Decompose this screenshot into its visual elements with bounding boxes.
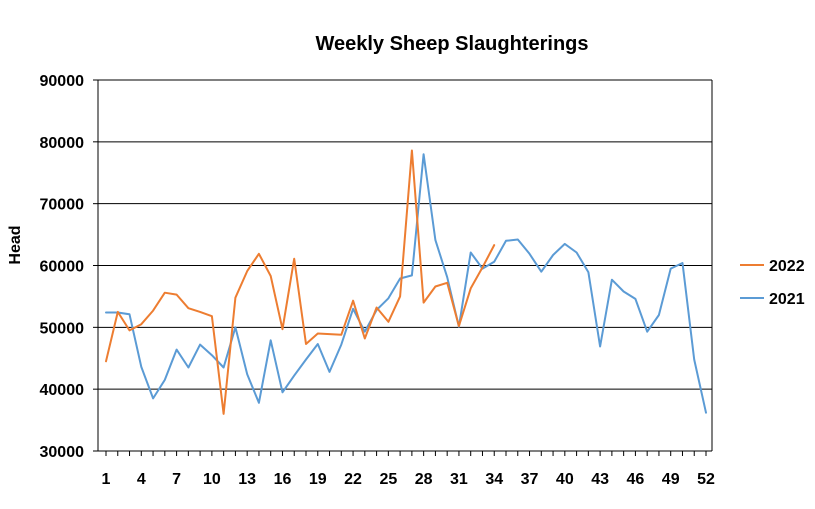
x-tick-label: 31 <box>450 471 468 488</box>
x-tick-label: 25 <box>379 471 397 488</box>
x-tick-label: 10 <box>203 471 221 488</box>
series-line-2022 <box>105 149 496 415</box>
y-tick-label: 80000 <box>40 135 85 152</box>
series-lines <box>105 149 707 415</box>
x-tick-label: 7 <box>172 471 181 488</box>
y-tick-label: 70000 <box>40 197 85 214</box>
axes <box>93 79 713 456</box>
x-tick-labels: 1 4 7 10 13 16 19 22 25 28 31 34 37 40 43 46 49 52 <box>102 471 715 488</box>
y-tick-labels: 30000 40000 50000 60000 70000 80000 90000 <box>40 73 85 461</box>
y-tick-label: 40000 <box>40 382 85 399</box>
y-tick-label: 60000 <box>40 259 85 276</box>
series-line-2021 <box>105 153 707 414</box>
x-tick-label: 40 <box>556 471 574 488</box>
x-tick-label: 19 <box>309 471 327 488</box>
x-tick-label: 13 <box>238 471 256 488</box>
x-tick-label: 1 <box>102 471 111 488</box>
x-tick-label: 46 <box>627 471 645 488</box>
x-tick-label: 37 <box>521 471 539 488</box>
legend-label-2021: 2021 <box>769 291 805 308</box>
y-tick-label: 30000 <box>40 444 85 461</box>
chart-title: Weekly Sheep Slaughterings <box>315 33 588 55</box>
y-tick-label: 90000 <box>40 73 85 90</box>
x-tick-label: 49 <box>662 471 680 488</box>
y-axis-label: Head <box>7 225 24 264</box>
x-tick-label: 28 <box>415 471 433 488</box>
legend-label-2022: 2022 <box>769 258 805 275</box>
gridlines <box>98 79 712 390</box>
y-tick-label: 50000 <box>40 320 85 337</box>
x-tick-label: 16 <box>274 471 292 488</box>
x-tick-label: 34 <box>485 471 503 488</box>
legend: 2022 2021 <box>740 258 805 308</box>
x-tick-label: 22 <box>344 471 362 488</box>
x-tick-label: 4 <box>137 471 146 488</box>
x-tick-label: 52 <box>697 471 715 488</box>
x-tick-label: 43 <box>591 471 609 488</box>
